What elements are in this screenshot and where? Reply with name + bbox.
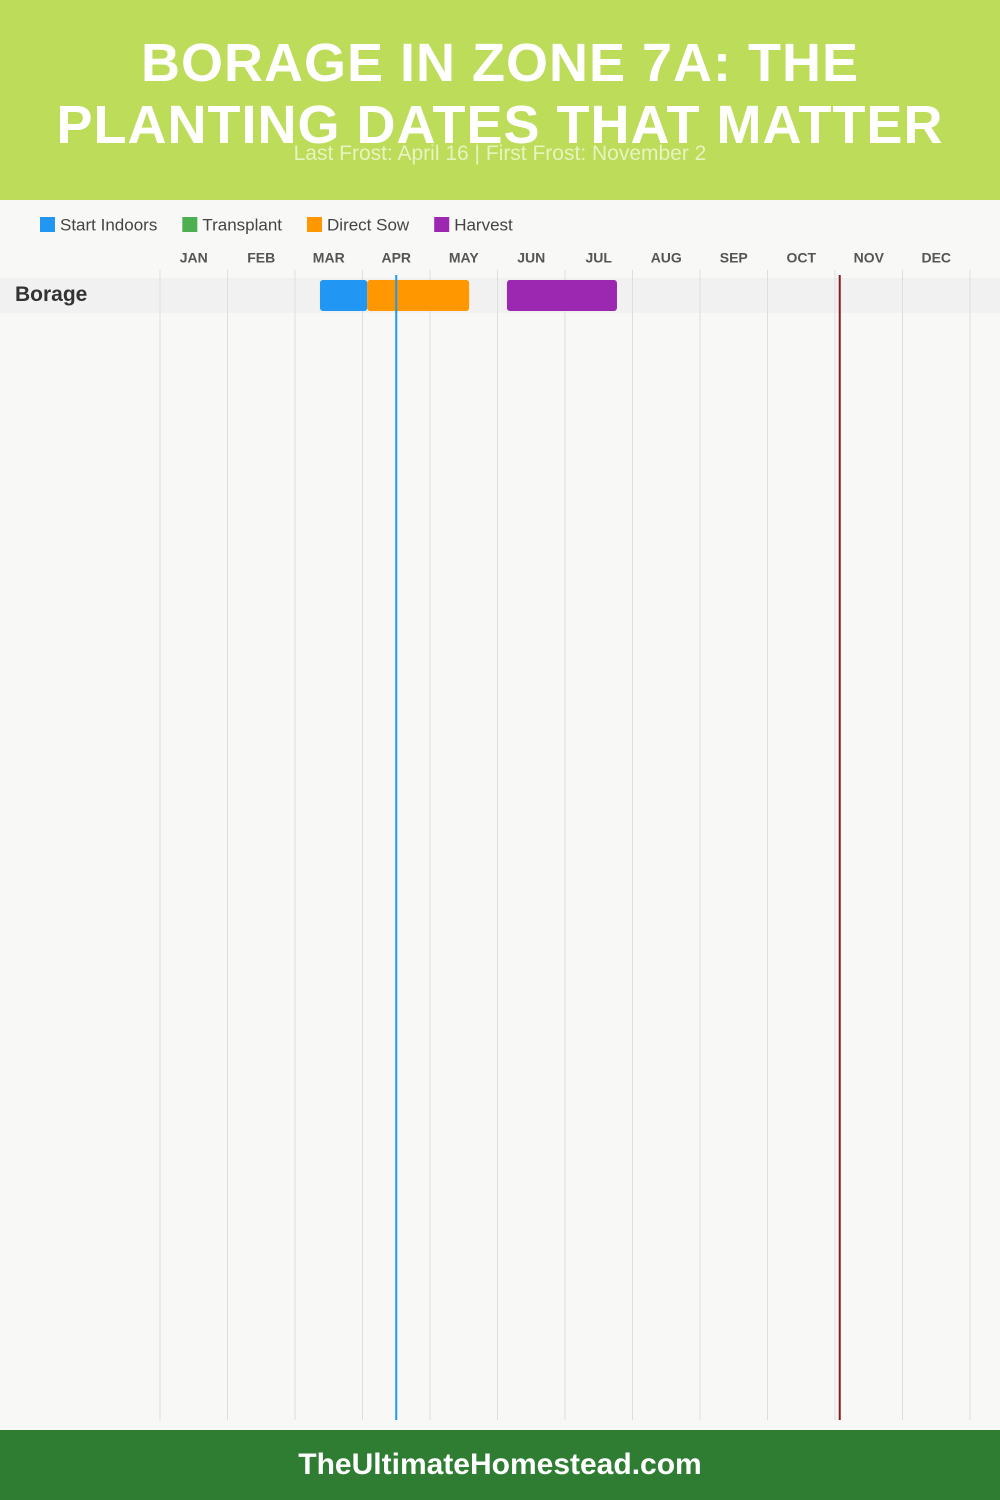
row-band <box>0 278 1000 313</box>
x-tick-label: JUL <box>586 250 613 266</box>
legend-swatch <box>307 217 323 232</box>
x-tick-label: APR <box>381 250 411 266</box>
x-tick-label: NOV <box>854 250 885 266</box>
footer: TheUltimateHomestead.com <box>0 1430 1000 1500</box>
row-label: Borage <box>15 283 87 306</box>
bar <box>319 280 368 311</box>
legend-swatch <box>434 217 450 232</box>
legend-label: Transplant <box>202 215 282 234</box>
x-tick-label: MAR <box>313 250 345 266</box>
x-tick-label: MAY <box>449 250 479 266</box>
x-tick-label: AUG <box>651 250 682 266</box>
chart: Start Indoors Transplant Direct Sow Harvest… <box>0 215 1000 1420</box>
chart-subtitle: Last Frost: April 16 | First Frost: Nove… <box>293 142 707 165</box>
bar <box>506 280 617 311</box>
legend-label: Start Indoors <box>60 215 157 234</box>
legend-label: Direct Sow <box>327 215 410 234</box>
x-tick-label: JUN <box>517 250 545 266</box>
x-tick-label: SEP <box>720 250 748 266</box>
legend-label: Harvest <box>454 215 513 234</box>
bar <box>367 280 470 311</box>
legend-swatch <box>182 217 198 232</box>
x-tick-label: DEC <box>921 250 951 266</box>
x-tick-label: FEB <box>247 250 275 266</box>
chart-title: BORAGE IN ZONE 7A: THE PLANTING DATES TH… <box>56 33 944 155</box>
x-tick-label: OCT <box>786 250 816 266</box>
header: BORAGE IN ZONE 7A: THE PLANTING DATES TH… <box>0 0 1000 200</box>
x-tick-label: JAN <box>180 250 208 266</box>
legend-swatch <box>40 217 55 232</box>
